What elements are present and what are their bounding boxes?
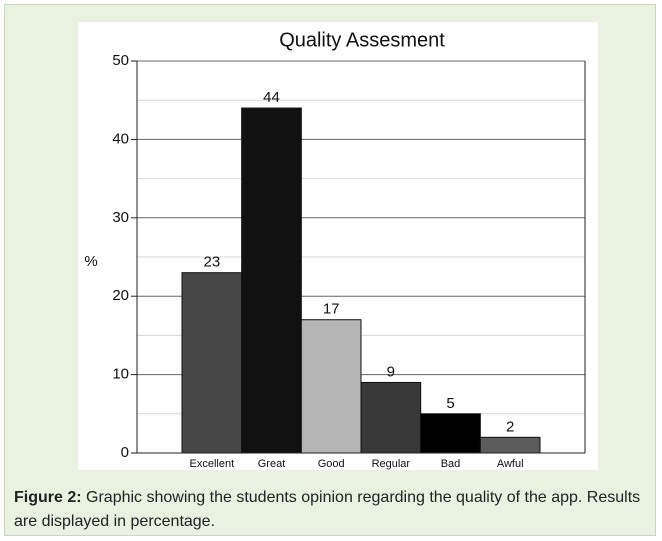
bar bbox=[181, 272, 243, 454]
bar bbox=[420, 413, 481, 454]
y-tick-label: 10 bbox=[112, 366, 129, 383]
y-tick-label: 50 bbox=[112, 52, 129, 69]
data-label: 23 bbox=[203, 254, 220, 271]
chart-title: Quality Assesment bbox=[279, 29, 445, 51]
x-tick-label: Regular bbox=[372, 458, 411, 470]
x-tick-label: Good bbox=[318, 458, 345, 470]
bar bbox=[241, 107, 302, 454]
bar bbox=[479, 436, 541, 454]
caption: Figure 2: Graphic showing the students o… bbox=[14, 486, 654, 534]
data-label: 2 bbox=[506, 418, 514, 435]
y-tick-label: 30 bbox=[112, 209, 129, 226]
data-label: 5 bbox=[446, 395, 454, 412]
caption-text: Graphic showing the students opinion reg… bbox=[14, 489, 641, 530]
chart: Quality Assesment % 0 10 20 30 40 50 23 Excelle… bbox=[78, 22, 598, 470]
bar bbox=[360, 381, 422, 454]
y-axis-label: % bbox=[84, 253, 97, 270]
x-tick-label: Great bbox=[258, 458, 286, 470]
y-tick-label: 40 bbox=[112, 130, 129, 147]
y-tick-label: 0 bbox=[121, 444, 129, 461]
data-label: 17 bbox=[323, 301, 340, 318]
caption-label: Figure 2: bbox=[14, 489, 82, 506]
y-tick-label: 20 bbox=[112, 287, 129, 304]
data-label: 44 bbox=[263, 89, 280, 106]
x-tick-label: Bad bbox=[441, 458, 461, 470]
bar bbox=[300, 319, 362, 454]
x-tick-label: Awful bbox=[497, 458, 524, 470]
x-tick-label: Excellent bbox=[190, 458, 235, 470]
data-label: 9 bbox=[387, 363, 395, 380]
